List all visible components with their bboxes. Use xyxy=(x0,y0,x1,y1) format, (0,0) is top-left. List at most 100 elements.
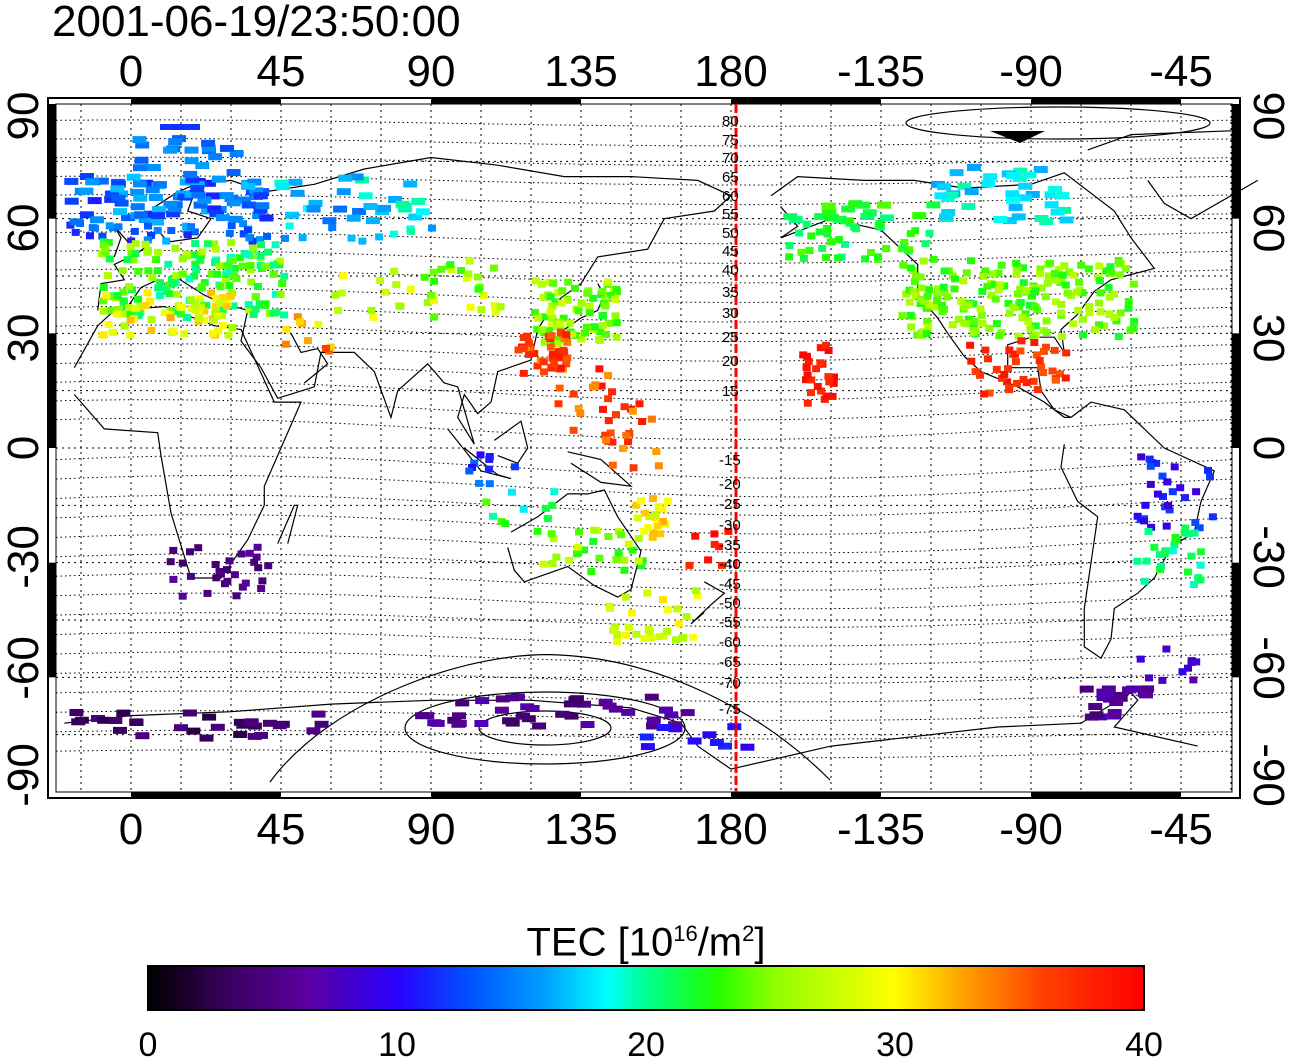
tec-cell xyxy=(168,280,177,288)
tec-cell xyxy=(1025,301,1034,309)
tec-cell xyxy=(1048,186,1063,193)
top-scale-bar-2 xyxy=(731,98,881,104)
tec-cell xyxy=(923,318,932,326)
tec-cell xyxy=(489,512,497,520)
tec-cell xyxy=(922,330,931,337)
tec-cell xyxy=(489,264,498,272)
bottom-tick-45: 45 xyxy=(256,805,306,854)
tec-cell xyxy=(241,579,250,587)
tec-cell xyxy=(1129,280,1138,288)
tec-cell xyxy=(575,528,584,536)
tec-cell xyxy=(546,293,555,301)
tec-cell xyxy=(939,283,948,291)
tec-cell xyxy=(817,387,826,395)
tec-cell xyxy=(132,136,147,144)
tec-cell xyxy=(121,214,136,222)
tec-cell xyxy=(900,238,909,246)
tec-cell xyxy=(1184,664,1192,672)
tec-cell xyxy=(118,310,127,318)
tec-cell xyxy=(126,173,141,181)
tec-cell xyxy=(1074,306,1083,314)
tec-cell xyxy=(1107,709,1122,716)
tec-cell xyxy=(533,362,542,370)
tec-cell xyxy=(1084,265,1093,273)
tec-cell xyxy=(501,520,510,528)
tec-cell xyxy=(602,436,610,444)
tec-cell xyxy=(647,415,656,423)
tec-cell xyxy=(599,405,607,413)
colorbar-tick-30: 30 xyxy=(876,1026,914,1064)
tec-cell xyxy=(981,267,990,275)
tec-cell xyxy=(337,289,346,297)
tec-cell xyxy=(971,368,980,376)
tec-cell xyxy=(333,205,348,213)
tec-cell xyxy=(803,352,811,360)
left-tick-60: 60 xyxy=(0,203,48,253)
tec-cell xyxy=(970,318,978,325)
tec-cell xyxy=(564,712,579,720)
tec-cell xyxy=(174,724,188,732)
tec-cell xyxy=(257,241,266,249)
tec-cell xyxy=(134,156,149,164)
tec-cell xyxy=(415,208,430,216)
tec-cell xyxy=(477,306,486,314)
tec-cell xyxy=(166,558,175,566)
tec-cell xyxy=(205,192,220,200)
tec-cell xyxy=(491,308,500,316)
tec-cell xyxy=(1043,279,1052,287)
tec-cell xyxy=(589,537,598,545)
tec-cell xyxy=(663,627,671,635)
tec-cell xyxy=(256,252,265,259)
tec-cell xyxy=(429,268,438,276)
right-tick-90: 90 xyxy=(1244,91,1292,141)
tec-cell xyxy=(1039,347,1048,355)
tec-cell xyxy=(967,357,976,365)
tec-cell xyxy=(617,556,626,564)
tec-cell xyxy=(369,313,378,321)
tec-cell xyxy=(255,202,270,210)
tec-cell xyxy=(596,328,605,336)
tec-cell xyxy=(346,214,361,222)
tec-cell xyxy=(209,210,224,218)
tec-cell xyxy=(465,257,474,265)
tec-cell xyxy=(608,388,617,396)
bottom-tick-135: 135 xyxy=(544,805,618,854)
tec-cell xyxy=(825,214,840,222)
tec-cell xyxy=(550,488,559,496)
tec-cell xyxy=(911,227,920,235)
tec-cell xyxy=(1014,290,1022,298)
tec-cell xyxy=(992,320,1001,328)
tec-cell xyxy=(381,288,390,296)
tec-cell xyxy=(1107,269,1116,277)
tec-cell xyxy=(502,717,517,725)
tec-cell xyxy=(930,303,939,311)
tec-cell xyxy=(131,305,140,313)
contour-label-45: 45 xyxy=(722,243,739,260)
tec-cell xyxy=(828,392,837,400)
tec-cell xyxy=(1164,502,1173,509)
tec-cell xyxy=(207,270,216,278)
tec-cell xyxy=(934,192,949,200)
tec-cell xyxy=(243,226,252,234)
tec-cell xyxy=(983,173,998,181)
tec-cell xyxy=(1029,377,1038,385)
tec-cell xyxy=(475,479,484,487)
tec-cell xyxy=(581,329,589,337)
tec-cell xyxy=(257,585,266,592)
tec-cell xyxy=(906,264,915,272)
tec-cell xyxy=(554,340,563,348)
tec-cell xyxy=(715,543,724,551)
tec-cell xyxy=(238,583,247,591)
tec-cell xyxy=(256,236,265,244)
tec-cell xyxy=(668,721,682,729)
tec-cell xyxy=(1085,303,1094,311)
tec-cell xyxy=(1140,517,1149,525)
tec-cell xyxy=(646,634,655,642)
tec-cell xyxy=(185,176,200,184)
tec-cell xyxy=(237,550,246,558)
tec-cell xyxy=(1105,311,1114,318)
tec-cell xyxy=(656,724,671,731)
top-tick-neg135: -135 xyxy=(836,47,926,96)
tec-cell xyxy=(1013,167,1028,175)
tec-cell xyxy=(430,313,439,321)
